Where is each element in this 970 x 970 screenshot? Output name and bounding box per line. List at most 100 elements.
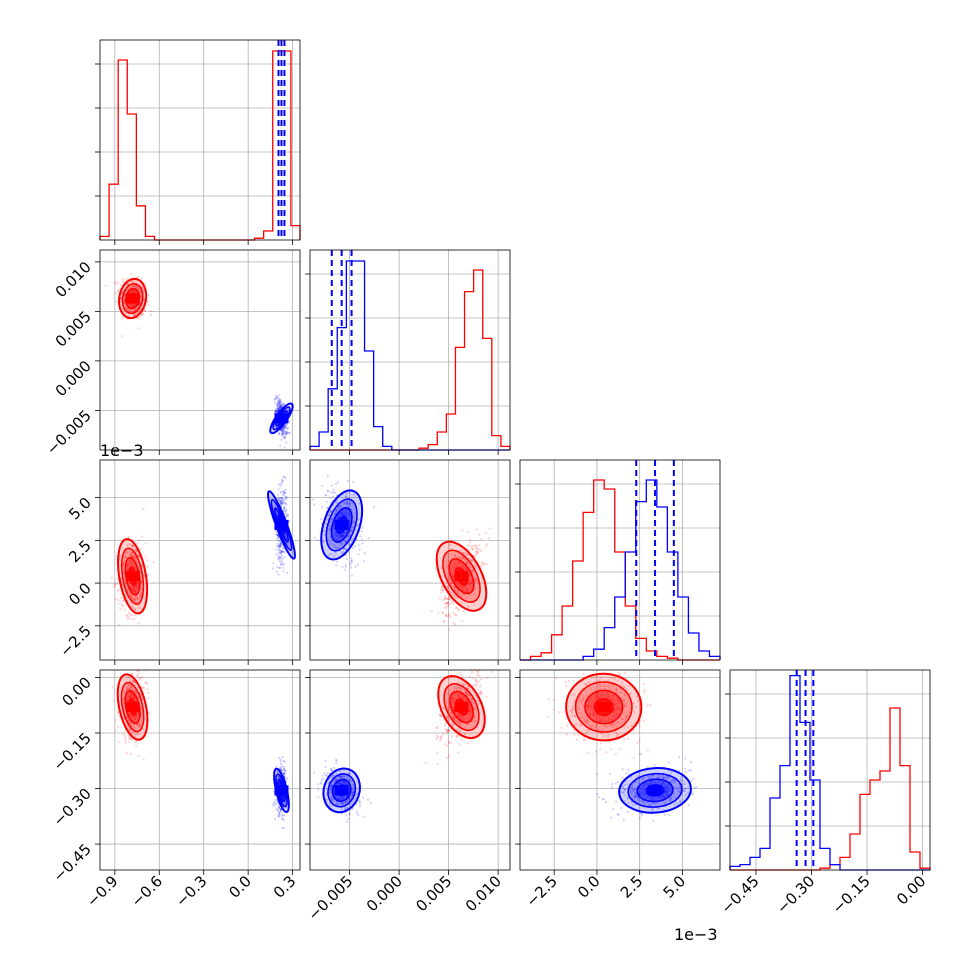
- sample-point: [619, 748, 622, 751]
- sample-point: [279, 760, 282, 763]
- sample-point: [282, 427, 285, 430]
- sample-point: [279, 549, 282, 552]
- sample-point: [609, 748, 613, 751]
- sample-point: [278, 400, 281, 404]
- sample-point: [456, 751, 459, 754]
- sample-point: [277, 397, 280, 400]
- sample-point: [692, 777, 695, 780]
- sample-point: [286, 427, 289, 430]
- sample-point: [133, 566, 136, 569]
- sample-point: [552, 708, 555, 711]
- sample-point: [140, 588, 143, 591]
- sample-point: [614, 782, 617, 785]
- sample-point: [134, 280, 137, 283]
- sample-point: [280, 429, 284, 432]
- sample-point: [572, 679, 575, 682]
- sample-point: [131, 604, 134, 608]
- sample-point: [275, 570, 278, 573]
- sample-point: [458, 743, 461, 746]
- sample-point: [119, 593, 122, 596]
- sample-point: [461, 619, 464, 623]
- sample-point: [104, 284, 107, 287]
- sample-point: [146, 559, 149, 562]
- sample-point: [131, 596, 134, 600]
- sample-point: [605, 751, 608, 754]
- sample-point: [321, 484, 324, 488]
- sample-point: [322, 777, 325, 781]
- sample-point: [281, 427, 284, 430]
- sample-point: [123, 302, 126, 305]
- sample-point: [313, 536, 316, 540]
- sample-point: [480, 538, 483, 541]
- sample-point: [333, 491, 337, 494]
- sample-point: [279, 551, 282, 554]
- peak-density-cell: [274, 519, 289, 530]
- sample-point: [278, 810, 281, 814]
- sample-point: [285, 432, 288, 435]
- sample-point: [424, 761, 427, 764]
- sample-point: [129, 595, 132, 598]
- sample-point: [129, 310, 132, 313]
- sample-point: [139, 301, 142, 304]
- sample-point: [140, 277, 143, 280]
- sample-point: [132, 304, 135, 307]
- sample-point: [119, 296, 123, 299]
- sample-point: [484, 545, 487, 548]
- sample-point: [443, 620, 446, 623]
- sample-point: [139, 307, 142, 310]
- sample-point: [125, 307, 129, 311]
- sample-point: [276, 407, 279, 411]
- sample-point: [135, 588, 138, 592]
- sample-point: [138, 290, 142, 293]
- sample-point: [475, 683, 478, 686]
- sample-point: [113, 585, 116, 589]
- sample-point: [137, 597, 140, 600]
- panel-1-1: [305, 249, 511, 455]
- sample-point: [284, 431, 287, 434]
- sample-point: [277, 432, 281, 435]
- sample-point: [282, 428, 285, 431]
- sample-point: [127, 741, 130, 744]
- sample-point: [274, 401, 277, 404]
- sample-point: [312, 498, 315, 501]
- sample-point: [478, 674, 481, 677]
- sample-point: [471, 544, 474, 548]
- sample-point: [133, 303, 136, 306]
- sample-point: [119, 596, 123, 599]
- sample-point: [286, 432, 289, 435]
- sample-point: [113, 699, 116, 703]
- sample-point: [276, 408, 279, 411]
- sample-point: [121, 335, 124, 338]
- peak-density-cell: [334, 519, 349, 530]
- sample-point: [279, 405, 282, 408]
- sample-point: [622, 818, 625, 821]
- sample-point: [133, 309, 136, 312]
- sample-point: [130, 617, 133, 620]
- sample-point: [435, 737, 438, 741]
- sample-point: [123, 608, 126, 611]
- sample-point: [123, 563, 126, 566]
- sample-point: [283, 425, 286, 428]
- red-histogram: [99, 50, 301, 241]
- sample-point: [276, 405, 279, 408]
- sample-point: [356, 812, 359, 815]
- sample-point: [280, 402, 284, 405]
- sample-point: [278, 405, 281, 408]
- sample-point: [344, 565, 347, 568]
- sample-point: [117, 711, 120, 714]
- sample-point: [140, 580, 143, 584]
- sample-point: [130, 560, 133, 564]
- sample-point: [469, 545, 472, 548]
- sample-point: [138, 309, 141, 312]
- sample-point: [123, 561, 126, 564]
- sample-point: [277, 402, 280, 405]
- sample-point: [125, 595, 128, 598]
- sample-point: [642, 691, 646, 694]
- sample-point: [283, 436, 287, 439]
- sample-point: [277, 806, 281, 810]
- sample-point: [277, 496, 280, 499]
- peak-density-cell: [125, 571, 140, 582]
- sample-point: [353, 545, 357, 548]
- sample-point: [331, 491, 335, 494]
